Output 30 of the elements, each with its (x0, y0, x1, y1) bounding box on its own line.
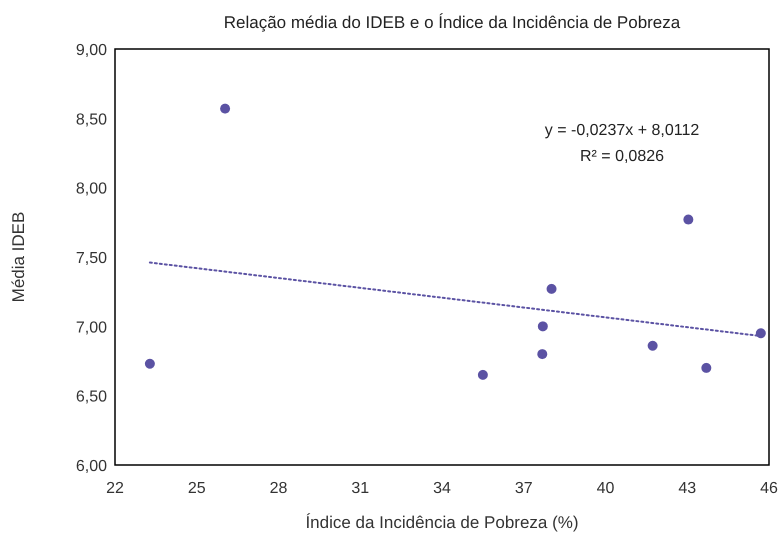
x-tick-label: 22 (106, 480, 124, 497)
x-tick-label: 31 (351, 480, 370, 497)
y-tick-label: 6,00 (76, 458, 108, 475)
x-tick-label: 28 (270, 480, 288, 497)
point (538, 321, 548, 332)
y-tick-label: 8,00 (76, 180, 108, 198)
x-tick-label: 43 (678, 480, 696, 497)
point (537, 349, 548, 360)
point (648, 340, 658, 351)
x-axis-title: Índice da Incidência de Pobreza (%) (305, 513, 579, 532)
y-tick-label: 7,50 (76, 250, 108, 267)
annotation: R² = 0,0826 (580, 148, 664, 165)
point (701, 362, 712, 373)
y-tick-label: 7,00 (76, 319, 108, 336)
y-tick-label: 9,00 (76, 42, 108, 59)
chart-title: Relação média do IDEB e o Índice da Incidência de Pobreza (224, 13, 681, 32)
point (478, 370, 488, 380)
point (546, 284, 557, 294)
x-tick-label: 37 (514, 480, 533, 497)
x-tick-label: 34 (433, 480, 451, 497)
point (220, 104, 230, 114)
y-tick-label: 6,50 (76, 388, 108, 406)
y-axis-title: Média IDEB (9, 212, 28, 302)
annotation: y = -0,0237x + 8,0112 (544, 122, 700, 139)
x-tick-label: 25 (188, 480, 206, 497)
point (144, 358, 155, 369)
x-tick-label: 46 (760, 480, 778, 497)
point (683, 214, 694, 225)
y-tick-label: 8,50 (76, 111, 108, 128)
x-tick-label: 40 (596, 480, 614, 497)
